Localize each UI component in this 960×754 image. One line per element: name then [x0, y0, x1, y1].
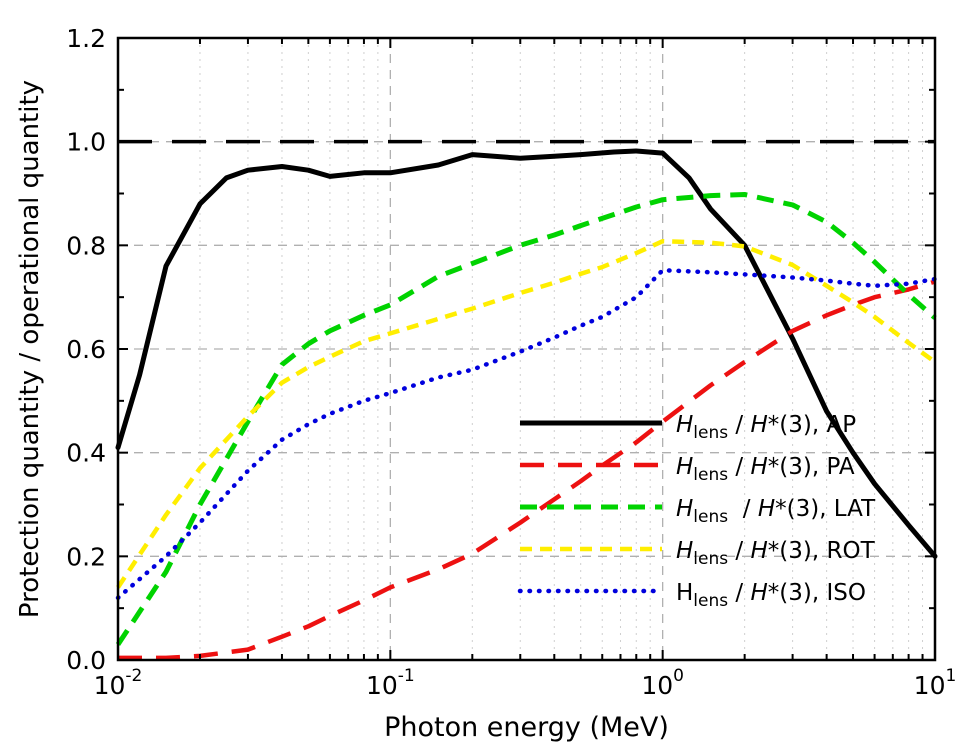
- legend: Hlens / H*(3), AP Hlens / H*(3), PA Hlens …: [517, 412, 876, 611]
- legend-item-AP: Hlens / H*(3), AP: [520, 412, 856, 443]
- legend-item-ISO: Hlens / H*(3), ISO: [517, 580, 866, 611]
- y-tick-label: 0.6: [66, 335, 106, 364]
- legend-label-ROT: Hlens / H*(3), ROT: [676, 538, 876, 569]
- x-tick-label: 10-1: [366, 666, 415, 700]
- data-series: [115, 148, 938, 661]
- legend-label-ISO: Hlens / H*(3), ISO: [676, 580, 866, 611]
- x-tick-label: 10-2: [94, 666, 143, 700]
- series-ROT-line: [116, 238, 937, 589]
- y-axis-title: Protection quantity / operational quanti…: [15, 79, 45, 619]
- legend-label-PA: Hlens / H*(3), PA: [676, 454, 855, 485]
- x-tick-label: 100: [641, 666, 684, 700]
- gridlines: [118, 38, 935, 660]
- legend-item-ROT: Hlens / H*(3), ROT: [520, 538, 876, 569]
- series-ISO-line: [115, 267, 938, 601]
- y-tick-labels: 0.0 0.2 0.4 0.6 0.8 1.0 1.2: [66, 24, 106, 675]
- y-tick-label: 0.0: [66, 646, 106, 675]
- axis-ticks: [117, 37, 936, 661]
- legend-label-AP: Hlens / H*(3), AP: [676, 412, 856, 443]
- y-tick-label: 0.4: [66, 439, 106, 468]
- x-tick-labels: 10-2 10-1 100 101: [94, 666, 957, 700]
- x-axis-title: Photon energy (MeV): [384, 712, 669, 743]
- legend-label-LAT: Hlens / H*(3), LAT: [676, 496, 876, 527]
- y-tick-label: 0.2: [66, 542, 106, 571]
- y-tick-label: 1.0: [66, 128, 106, 157]
- y-tick-label: 1.2: [66, 24, 106, 53]
- series-PA-line: [118, 279, 936, 661]
- series-LAT-line: [115, 192, 937, 646]
- legend-item-PA: Hlens / H*(3), PA: [520, 454, 855, 485]
- y-tick-label: 0.8: [66, 231, 106, 260]
- x-tick-label: 101: [914, 666, 957, 700]
- legend-item-LAT: Hlens / H*(3), LAT: [520, 496, 876, 527]
- series-AP-line: [115, 148, 938, 559]
